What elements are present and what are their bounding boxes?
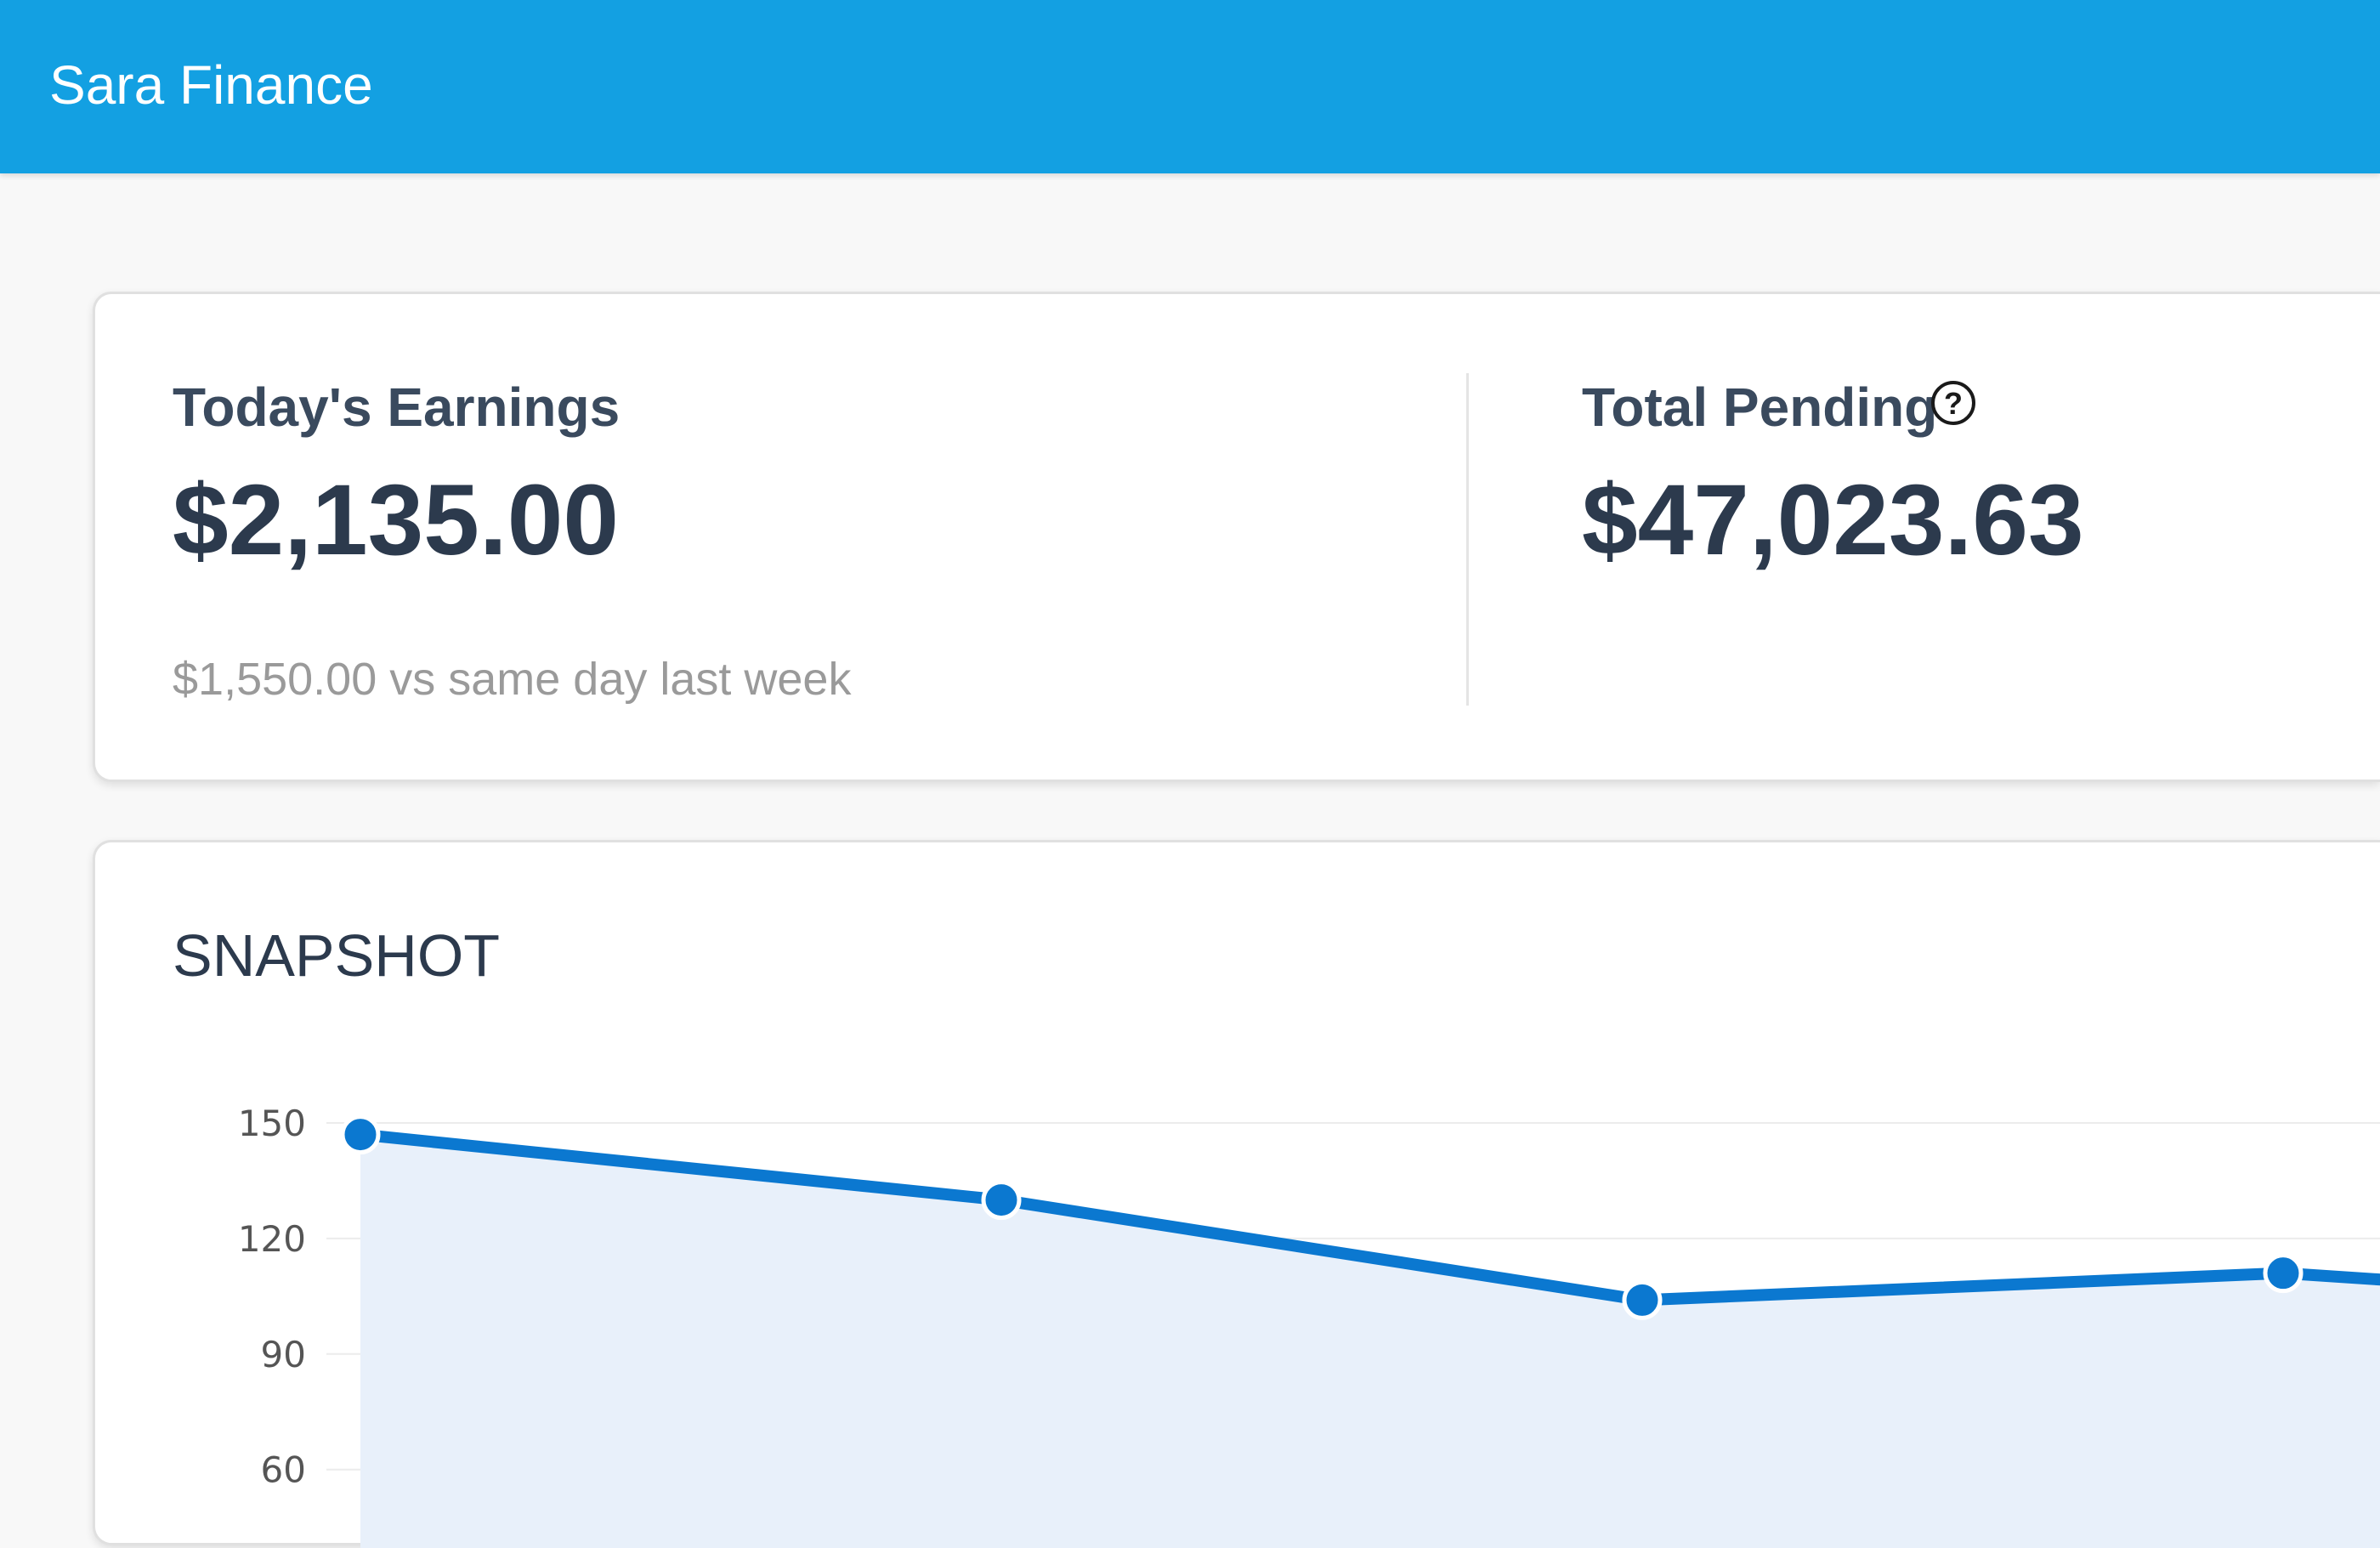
question-circle-icon[interactable]: ? bbox=[1931, 381, 1975, 425]
data-point-1 bbox=[981, 1180, 1022, 1221]
snapshot-title: SNAPSHOT bbox=[173, 922, 501, 989]
y-tick-label-150: 150 bbox=[238, 1103, 306, 1144]
stats-card: Today's Earnings $2,135.00 $1,550.00 vs … bbox=[93, 292, 2380, 782]
y-tick-label-60: 60 bbox=[261, 1449, 306, 1491]
data-point-2 bbox=[1622, 1279, 1663, 1320]
stats-divider bbox=[1466, 373, 1469, 706]
snapshot-card: SNAPSHOT 60 90 120 150 bbox=[93, 840, 2380, 1548]
todays-earnings-value: $2,135.00 bbox=[173, 464, 619, 576]
y-tick-label-120: 120 bbox=[238, 1218, 306, 1260]
todays-earnings-label: Today's Earnings bbox=[173, 377, 620, 438]
snapshot-chart: 60 90 120 150 bbox=[238, 1103, 2380, 1548]
total-pending-value: $47,023.63 bbox=[1582, 464, 2084, 576]
total-pending-label: Total Pending bbox=[1582, 377, 1938, 438]
app-header: Sara Finance bbox=[0, 0, 2380, 173]
series-area bbox=[360, 1134, 2380, 1548]
data-point-3 bbox=[2263, 1253, 2304, 1294]
y-tick-label-90: 90 bbox=[261, 1334, 306, 1375]
earnings-comparison-text: $1,550.00 vs same day last week bbox=[173, 654, 852, 705]
data-point-0 bbox=[340, 1114, 381, 1155]
app-title[interactable]: Sara Finance bbox=[49, 54, 373, 116]
